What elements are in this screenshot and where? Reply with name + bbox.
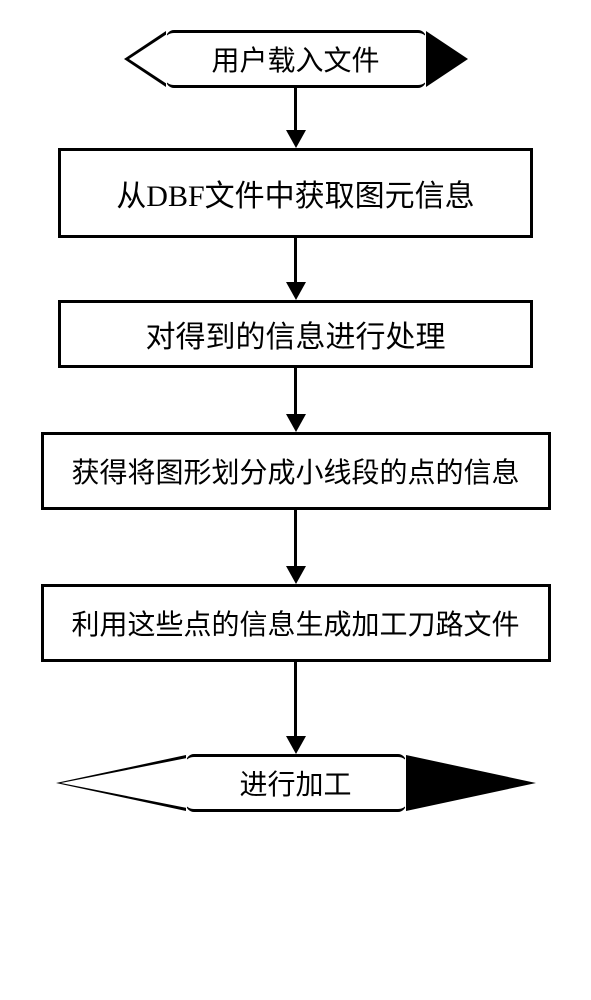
end-label: 进行加工 (239, 763, 351, 803)
terminator-end: 进行加工 (186, 754, 406, 812)
terminator-start: 用户载入文件 (166, 30, 426, 88)
step3-label: 获得将图形划分成小线段的点的信息 (71, 451, 519, 491)
process-step4: 利用这些点的信息生成加工刀路文件 (41, 584, 551, 662)
step2-label: 对得到的信息进行处理 (146, 312, 446, 356)
arrow-2 (286, 238, 306, 300)
process-step2: 对得到的信息进行处理 (58, 300, 533, 368)
arrow-5 (286, 662, 306, 754)
process-step3: 获得将图形划分成小线段的点的信息 (41, 432, 551, 510)
step1-label: 从DBF文件中获取图元信息 (116, 171, 474, 215)
process-step1: 从DBF文件中获取图元信息 (58, 148, 533, 238)
step4-label: 利用这些点的信息生成加工刀路文件 (71, 603, 519, 643)
arrow-3 (286, 368, 306, 432)
start-label: 用户载入文件 (211, 39, 379, 79)
arrow-1 (286, 88, 306, 148)
arrow-4 (286, 510, 306, 584)
flowchart: 用户载入文件 从DBF文件中获取图元信息 对得到的信息进行处理 获得将图形划分成… (41, 30, 551, 812)
